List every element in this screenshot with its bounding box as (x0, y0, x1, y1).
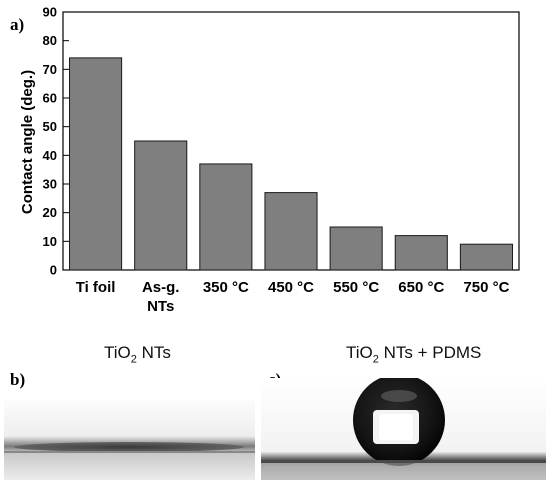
bar-5 (394, 235, 448, 271)
bars (69, 57, 513, 271)
photo-b-title: TiO2 NTs (104, 343, 171, 365)
bar-0 (69, 57, 123, 271)
y-axis-ticks: 0 10 20 30 40 50 60 70 80 90 (43, 5, 69, 278)
panel-label-a: a) (10, 15, 24, 34)
y-tick-label: 90 (43, 5, 57, 20)
bar-6 (459, 243, 513, 271)
x-category-label: NTs (147, 298, 174, 315)
bar-4 (329, 226, 383, 271)
droplet-photo-b (4, 400, 255, 480)
x-category-label: 350 °C (203, 279, 249, 296)
photo-b-title-sub: 2 (130, 353, 137, 366)
photo-c-title-sub: 2 (372, 353, 379, 366)
y-tick-label: 20 (43, 205, 57, 220)
bar-1 (134, 140, 188, 271)
flat-droplet (14, 442, 244, 452)
y-tick-label: 80 (43, 33, 57, 48)
y-tick-label: 10 (43, 234, 57, 249)
photo-b-title-rest: NTs (136, 343, 171, 362)
y-axis-title: Contact angle (deg.) (19, 70, 36, 214)
x-category-label: 650 °C (398, 279, 444, 296)
photo-c-title-main: TiO (346, 343, 373, 362)
x-category-label: 550 °C (333, 279, 379, 296)
x-axis-category-labels: Ti foil As-g. NTs 350 °C 450 °C 550 °C 650 °C 7… (76, 279, 510, 315)
droplet-photo-c (261, 378, 546, 480)
contact-angle-bar-chart: a) Contact angle (deg.) 0 10 20 30 40 50 60 70 8… (10, 5, 520, 315)
flat-droplet-image (4, 400, 255, 480)
y-tick-label: 50 (43, 119, 57, 134)
x-category-label: 750 °C (463, 279, 509, 296)
x-category-label: As-g. (142, 279, 180, 296)
photo-c-title-rest: NTs + PDMS (378, 343, 482, 362)
x-category-label: 450 °C (268, 279, 314, 296)
y-tick-label: 0 (50, 263, 57, 278)
photo-c-title: TiO2 NTs + PDMS (346, 343, 481, 365)
spherical-droplet-image (261, 378, 546, 480)
y-tick-label: 60 (43, 91, 57, 106)
panel-label-b: b) (10, 370, 26, 389)
photo-b-title-main: TiO (104, 343, 131, 362)
y-tick-label: 30 (43, 177, 57, 192)
bar-2 (199, 163, 253, 271)
x-category-label: Ti foil (76, 279, 116, 296)
bar-3 (264, 192, 318, 271)
y-tick-label: 70 (43, 62, 57, 77)
y-tick-label: 40 (43, 148, 57, 163)
